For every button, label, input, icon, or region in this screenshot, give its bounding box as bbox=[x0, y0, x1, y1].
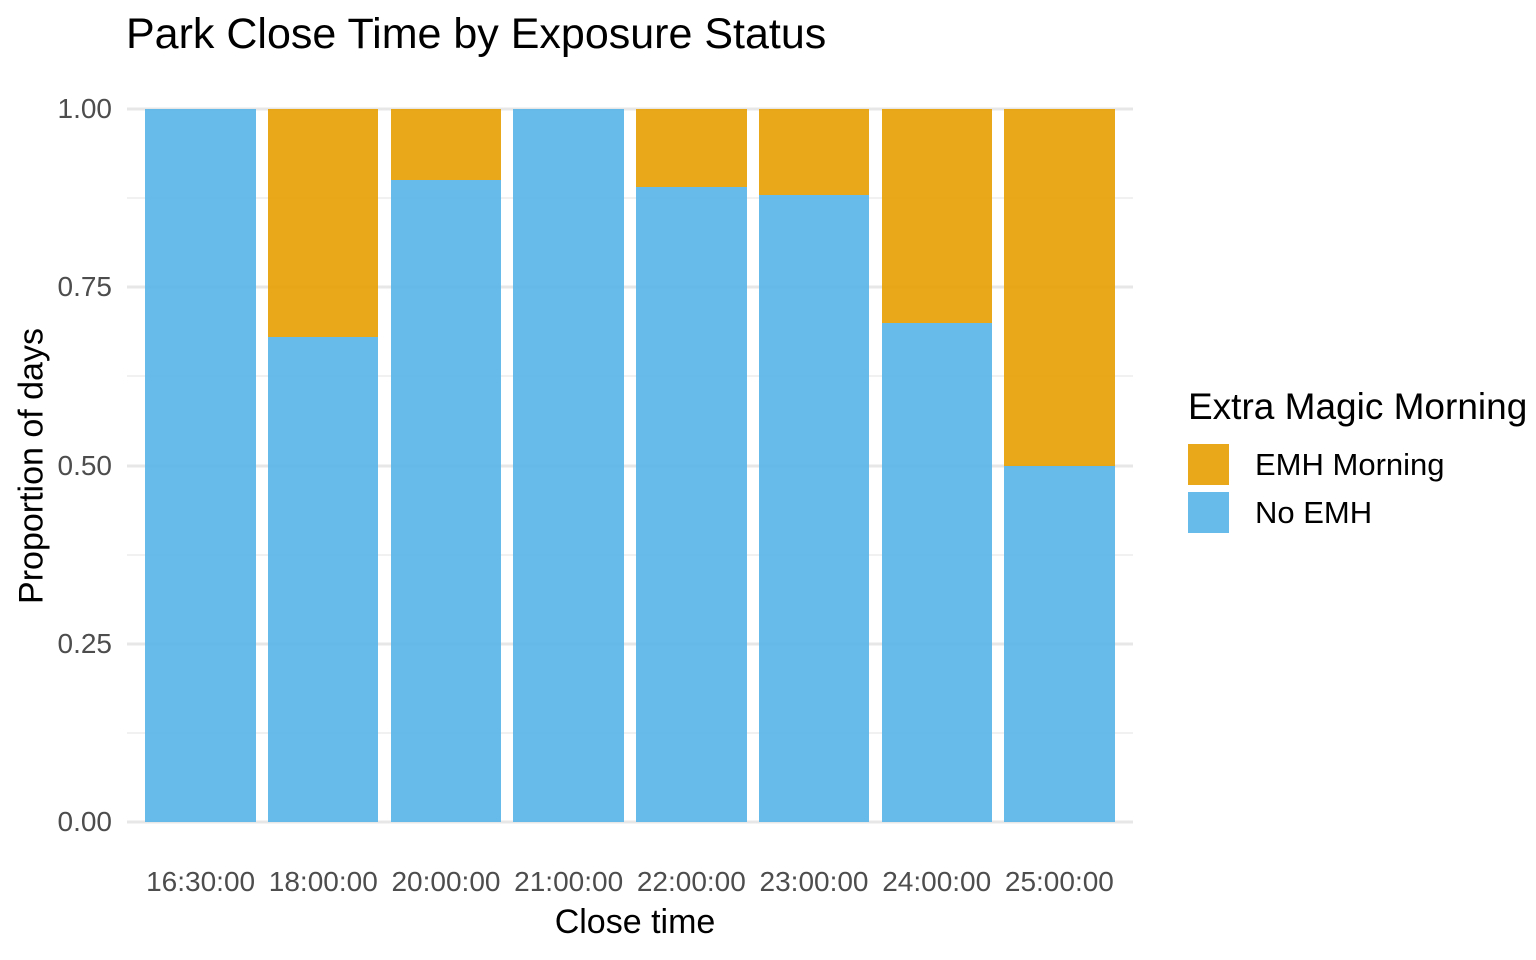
chart-title: Park Close Time by Exposure Status bbox=[126, 10, 827, 58]
bar-segment-emh-morning bbox=[390, 109, 502, 181]
gridline-minor bbox=[127, 731, 1133, 734]
x-tick-label: 23:00:00 bbox=[759, 866, 869, 897]
bar-segment-no-emh bbox=[758, 194, 870, 822]
bar-18:00:00 bbox=[268, 109, 379, 822]
bar-segment-no-emh bbox=[390, 180, 502, 822]
y-tick-label: 0.25 bbox=[57, 627, 113, 659]
bar-21:00:00 bbox=[513, 109, 624, 822]
legend: Extra Magic Morning EMH Morning No EMH bbox=[1188, 386, 1527, 540]
legend-swatch bbox=[1188, 444, 1229, 485]
gridline-major bbox=[127, 464, 1133, 467]
bar-segment-emh-morning bbox=[268, 109, 379, 338]
bar-segment-emh-morning bbox=[758, 109, 870, 195]
bar-segment-emh-morning bbox=[636, 109, 747, 188]
x-tick-label: 18:00:00 bbox=[268, 866, 378, 897]
bar-segment-no-emh bbox=[145, 109, 256, 822]
x-tick-label: 25:00:00 bbox=[1004, 866, 1114, 897]
gridline-minor bbox=[127, 375, 1133, 378]
y-tick-label: 0.75 bbox=[57, 271, 113, 303]
bar-25:00:00 bbox=[1004, 109, 1115, 822]
bar-segment-no-emh bbox=[513, 109, 624, 822]
bar-23:00:00 bbox=[758, 109, 870, 822]
legend-title: Extra Magic Morning bbox=[1188, 386, 1528, 427]
legend-item-label: No EMH bbox=[1255, 494, 1373, 530]
y-tick-label: 1.00 bbox=[57, 93, 113, 124]
legend-swatch bbox=[1188, 492, 1229, 533]
x-tick-label: 22:00:00 bbox=[636, 866, 746, 897]
y-tick-label: 0.50 bbox=[57, 449, 113, 481]
bar-segment-no-emh bbox=[268, 337, 379, 822]
bar-segment-emh-morning bbox=[881, 109, 992, 323]
legend-item: No EMH bbox=[1188, 492, 1527, 533]
bar-segment-emh-morning bbox=[1004, 109, 1115, 466]
bar-16:30:00 bbox=[145, 109, 256, 822]
bar-24:00:00 bbox=[881, 109, 992, 822]
plot-panel bbox=[127, 107, 1133, 824]
x-axis-title: Close time bbox=[554, 903, 716, 941]
legend-item: EMH Morning bbox=[1188, 444, 1527, 485]
y-tick-label: 0.00 bbox=[57, 806, 113, 837]
bar-20:00:00 bbox=[390, 109, 502, 822]
gridline-minor bbox=[127, 553, 1133, 556]
gridline-minor bbox=[127, 197, 1133, 200]
y-axis-title: Proportion of days bbox=[12, 328, 51, 604]
bar-segment-no-emh bbox=[881, 322, 992, 822]
x-tick-label: 20:00:00 bbox=[391, 866, 501, 897]
x-tick-label: 24:00:00 bbox=[882, 866, 992, 897]
bar-segment-no-emh bbox=[1004, 465, 1115, 822]
bar-22:00:00 bbox=[636, 109, 747, 822]
x-tick-label: 16:30:00 bbox=[146, 866, 256, 897]
gridline-major bbox=[127, 285, 1133, 289]
gridline-major bbox=[127, 107, 1133, 111]
gridline-major bbox=[127, 820, 1133, 824]
x-tick-label: 21:00:00 bbox=[514, 866, 624, 897]
legend-item-label: EMH Morning bbox=[1255, 446, 1445, 482]
bar-segment-no-emh bbox=[636, 187, 747, 822]
legend-items: EMH Morning No EMH bbox=[1188, 444, 1527, 533]
gridline-major bbox=[127, 642, 1133, 646]
